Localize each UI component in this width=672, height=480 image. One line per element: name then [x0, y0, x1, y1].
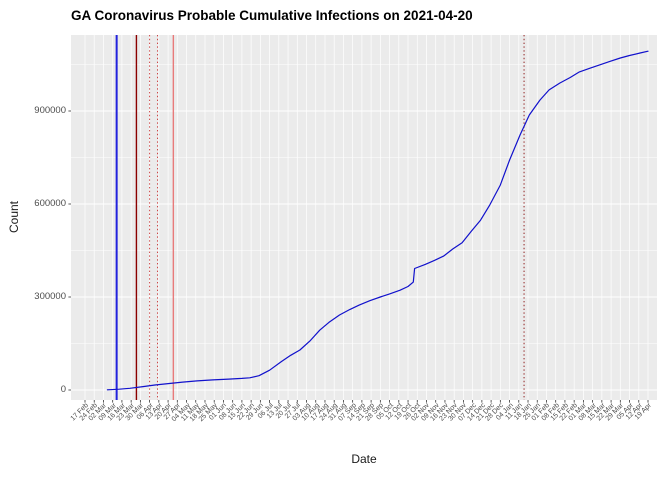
y-tick-label: 900000: [34, 105, 66, 116]
y-tick-label: 300000: [34, 291, 66, 302]
y-tick-label: 0: [60, 384, 66, 395]
x-axis-title: Date: [351, 452, 377, 466]
chart-title: GA Coronavirus Probable Cumulative Infec…: [71, 8, 473, 23]
series-line: [106, 50, 649, 391]
plot-panel: [71, 35, 657, 400]
y-tick-label: 600000: [34, 198, 66, 209]
